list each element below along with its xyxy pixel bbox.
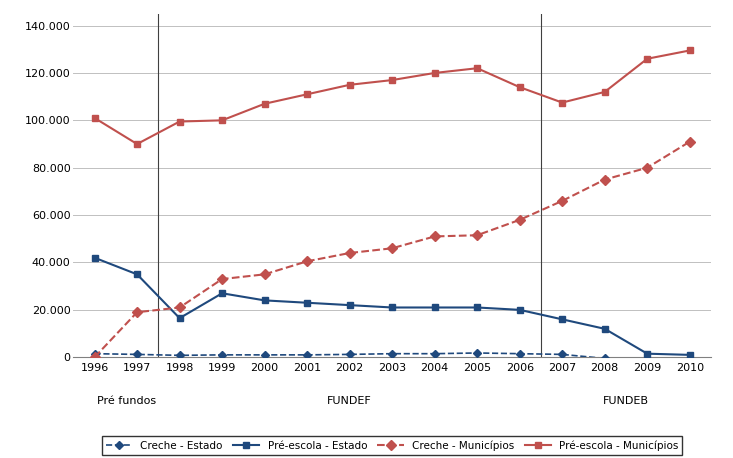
Text: Pré fundos: Pré fundos <box>97 396 156 406</box>
Text: FUNDEF: FUNDEF <box>327 396 372 406</box>
Text: FUNDEB: FUNDEB <box>603 396 649 406</box>
Legend: Creche - Estado, Pré-escola - Estado, Creche - Municípios, Pré-escola - Municípi: Creche - Estado, Pré-escola - Estado, Cr… <box>102 436 682 455</box>
